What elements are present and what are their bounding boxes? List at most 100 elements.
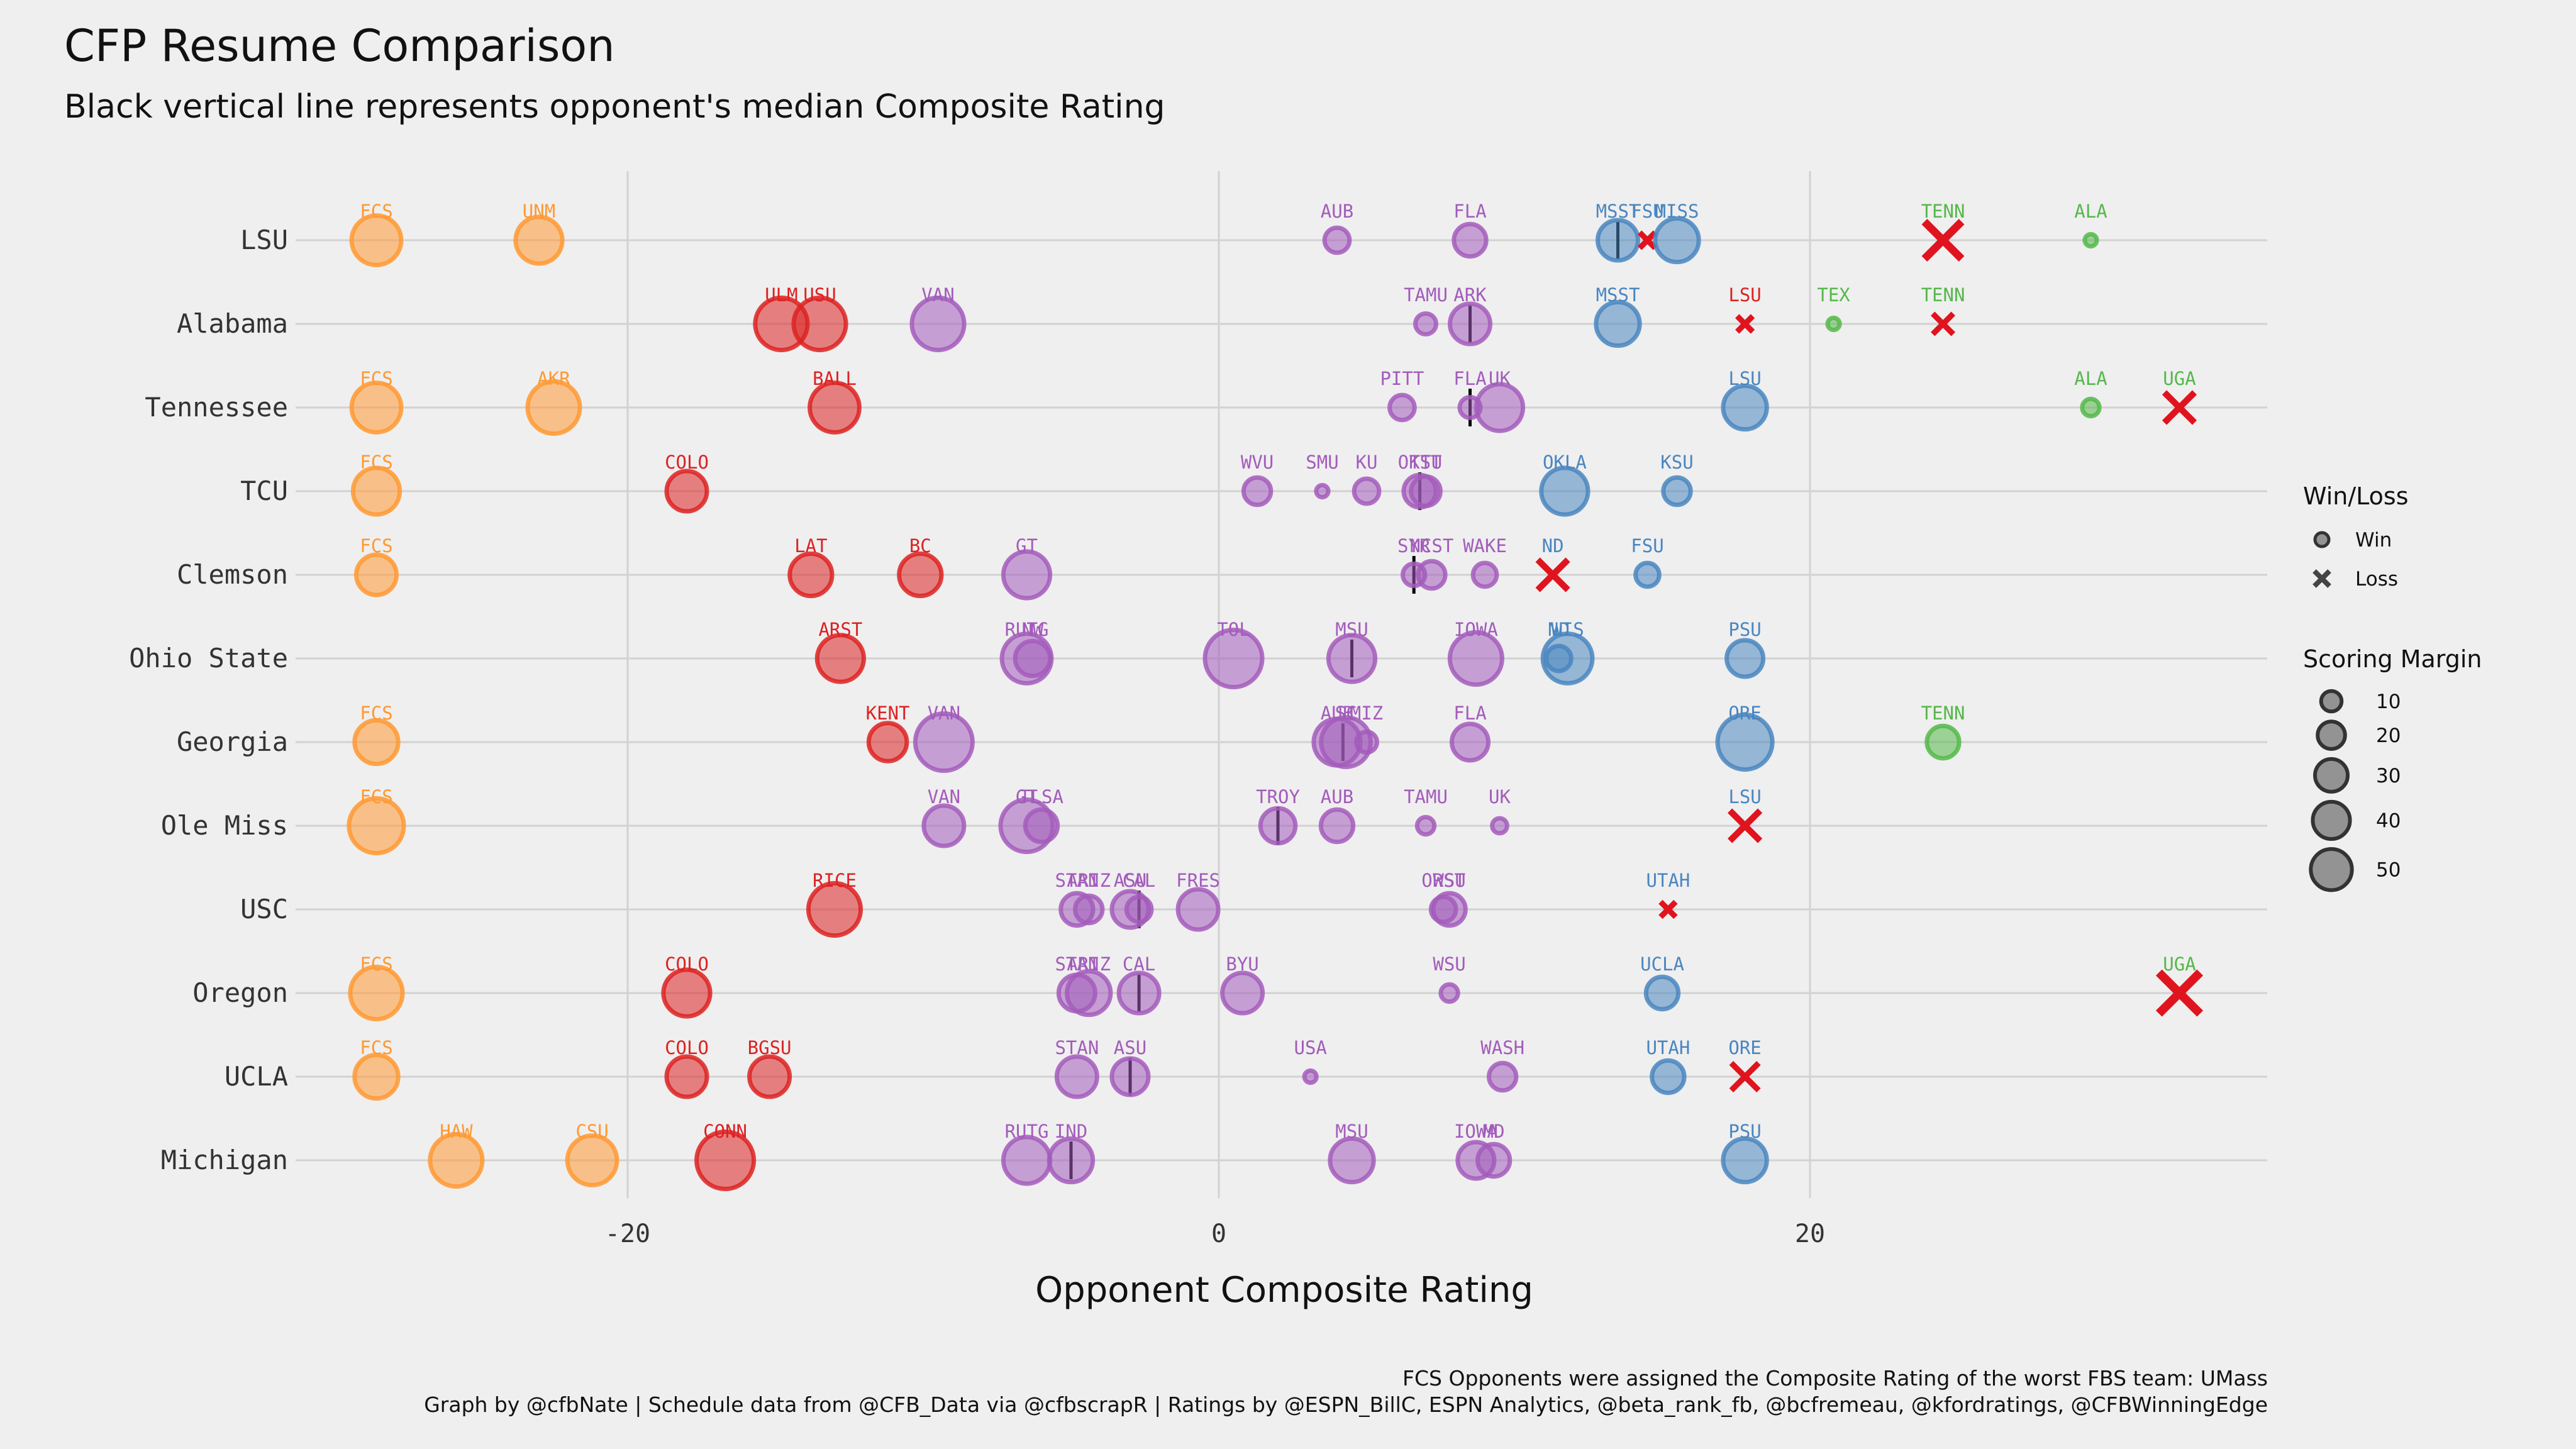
- win-marker: [352, 718, 401, 767]
- opponent-label: FCS: [360, 452, 392, 473]
- team-label: Michigan: [161, 1145, 288, 1175]
- win-marker: [1721, 383, 1769, 432]
- win-marker: [1825, 315, 1842, 333]
- loss-marker: [1735, 314, 1755, 334]
- opponent-label: FCS: [360, 368, 392, 389]
- win-marker: [1302, 1068, 1319, 1085]
- win-marker: [664, 469, 709, 514]
- win-marker: [806, 880, 863, 938]
- opponent-label: OKLA: [1543, 452, 1587, 473]
- opponent-label: ND: [1548, 619, 1570, 640]
- opponent-label: RUTG: [1005, 1121, 1049, 1142]
- opponent-label: OKST: [1398, 452, 1442, 473]
- opponent-label: BYU: [1226, 953, 1258, 975]
- x-tick-label: 0: [1211, 1219, 1226, 1248]
- opponent-label: TROY: [1256, 786, 1300, 808]
- opponent-label: GT: [1016, 535, 1038, 557]
- win-marker: [1416, 558, 1448, 591]
- team-label: TCU: [240, 475, 288, 506]
- opponent-label: MSST: [1596, 284, 1640, 306]
- legend-size-label: 20: [2376, 724, 2401, 747]
- opponent-label: VAN: [928, 702, 960, 724]
- opponent-label: ORE: [1728, 1037, 1761, 1058]
- win-marker: [1413, 311, 1439, 337]
- opponent-label: AUB: [1321, 702, 1353, 724]
- win-marker: [1486, 1060, 1519, 1093]
- opponent-label: FLA: [1453, 702, 1486, 724]
- win-marker: [791, 295, 848, 353]
- opponent-label: FCS: [360, 1037, 392, 1058]
- axis-layer: Opponent Composite Rating -20 0 20 LSU Alaba…: [129, 225, 1825, 1311]
- loss-marker-stroke: [1658, 899, 1678, 919]
- opponent-label: CSU: [575, 1121, 608, 1142]
- win-marker: [2082, 231, 2099, 249]
- win-marker: [1474, 382, 1526, 433]
- opponent-label: MSU: [1335, 1121, 1368, 1142]
- opponent-label: USU: [803, 284, 836, 306]
- win-marker: [1202, 627, 1265, 690]
- win-marker: [1596, 218, 1640, 263]
- win-marker: [1001, 1135, 1053, 1186]
- win-marker: [1023, 807, 1060, 845]
- opponent-label: AKR: [537, 368, 570, 389]
- opponent-label: BC: [909, 535, 931, 557]
- opponent-label: STAN: [1055, 953, 1099, 975]
- win-marker: [2080, 396, 2102, 419]
- win-marker: [694, 1129, 757, 1192]
- legend-size-label: 30: [2376, 765, 2401, 787]
- opponent-label: COLO: [665, 452, 709, 473]
- opponent-label: IOWA: [1454, 1121, 1498, 1142]
- caption-note: FCS Opponents were assigned the Composit…: [1402, 1366, 2268, 1391]
- win-marker: [1438, 982, 1460, 1004]
- opponent-label: SYR: [1397, 535, 1431, 557]
- opponent-label: STAN: [1055, 1037, 1099, 1058]
- opponent-label: UK: [1489, 786, 1511, 808]
- win-marker: [1046, 1136, 1096, 1185]
- win-marker: [348, 964, 405, 1022]
- opponent-label: CAL: [1123, 870, 1155, 891]
- win-marker: [1116, 970, 1162, 1016]
- opponent-label: TLSA: [1019, 786, 1063, 808]
- win-marker: [513, 214, 565, 266]
- opponent-label: LSU: [1728, 786, 1761, 808]
- opponent-label: NW: [1021, 619, 1043, 640]
- win-marker: [565, 1133, 619, 1187]
- win-marker: [747, 1054, 792, 1099]
- legend: Win/Loss Win Loss Scoring Margin 10 20 30 4…: [2303, 482, 2482, 892]
- loss-marker-stroke: [2162, 390, 2197, 425]
- opponent-label: GT: [1016, 786, 1038, 808]
- opponent-label: UGA: [2163, 953, 2196, 975]
- x-tick-label: -20: [605, 1219, 650, 1248]
- opponent-label: IND: [1055, 1121, 1087, 1142]
- opponent-label: CONN: [703, 1121, 747, 1142]
- opponent-label: NCST: [1409, 535, 1453, 557]
- opponent-label: VAN: [928, 786, 960, 808]
- win-marker: [1715, 712, 1775, 772]
- win-marker: [1353, 729, 1380, 755]
- win-marker: [1653, 216, 1701, 265]
- opponent-label: WAKE: [1463, 535, 1507, 557]
- opponent-label: FSU: [1631, 535, 1663, 557]
- win-marker: [347, 796, 406, 856]
- win-marker: [1721, 1136, 1769, 1185]
- opponent-label: FCS: [360, 786, 392, 808]
- opponent-label: KENT: [866, 702, 910, 724]
- opponent-label: ORE: [1728, 702, 1761, 724]
- opponent-label: MSU: [1335, 619, 1368, 640]
- opponent-label: BGSU: [748, 1037, 792, 1058]
- team-label: UCLA: [225, 1061, 288, 1092]
- opponent-label: LSU: [1728, 368, 1761, 389]
- win-marker: [1490, 816, 1509, 836]
- win-marker: [1448, 301, 1492, 347]
- opponent-label: FLA: [1453, 201, 1486, 222]
- win-marker: [349, 213, 404, 267]
- team-label: LSU: [240, 225, 288, 255]
- win-marker: [1539, 465, 1591, 517]
- legend-size-label: 40: [2376, 809, 2401, 832]
- win-marker: [1220, 970, 1265, 1016]
- loss-marker-stroke: [2155, 969, 2204, 1017]
- opponent-label: FCS: [360, 201, 392, 222]
- point-layer: [347, 213, 2204, 1192]
- legend-size-circle: [2316, 719, 2347, 751]
